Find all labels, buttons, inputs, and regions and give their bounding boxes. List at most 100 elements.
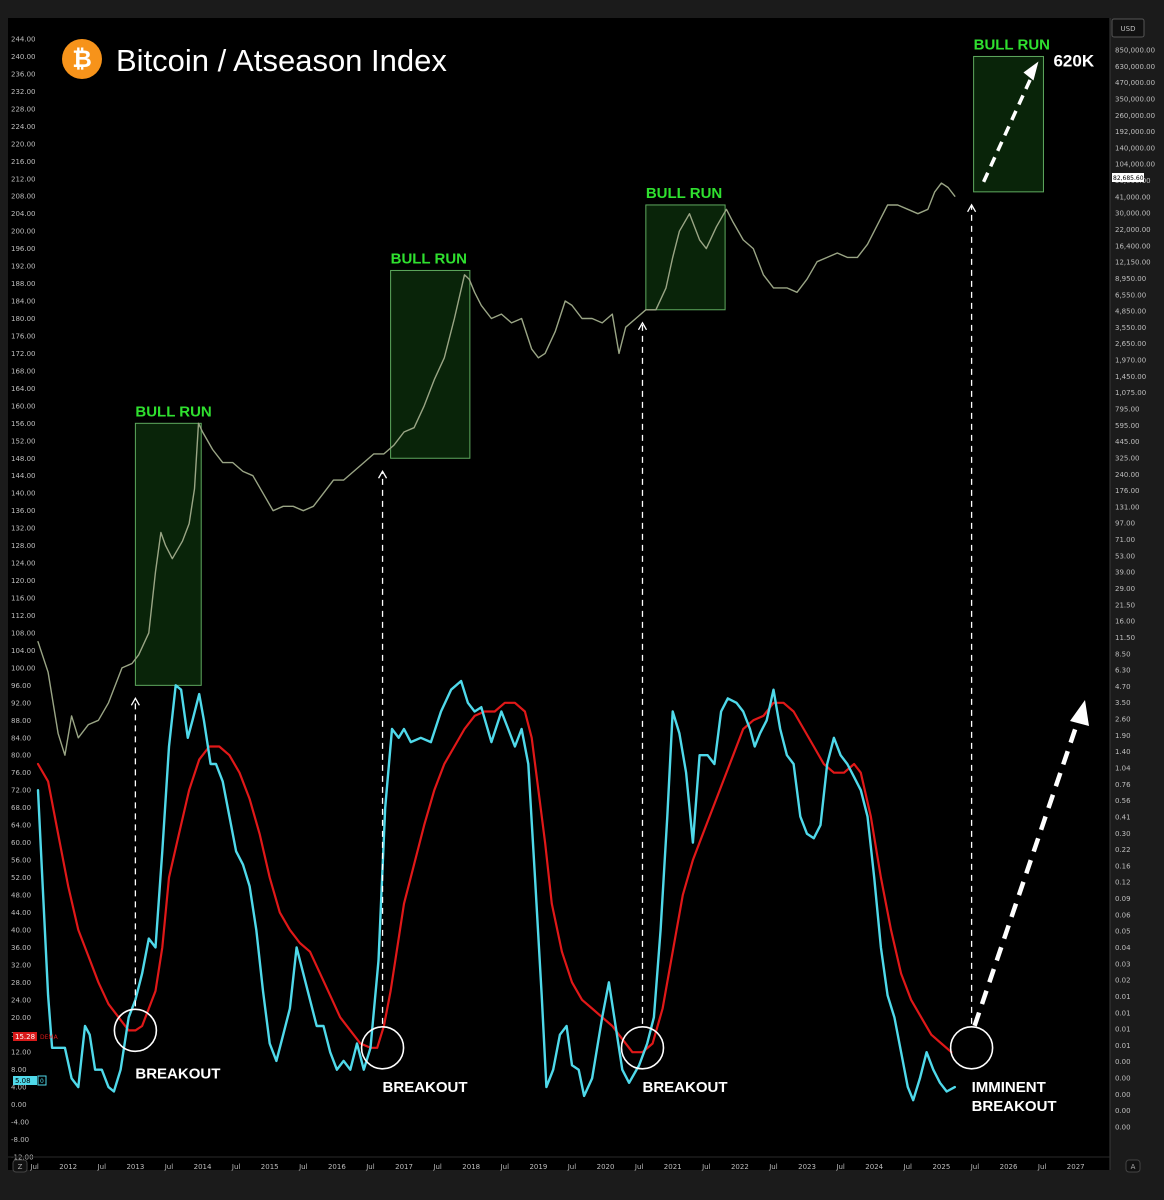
- time-axis-tick-label: Jul: [634, 1163, 644, 1171]
- right-axis-tick-label: 0.41: [1115, 813, 1131, 821]
- time-axis-tick-label: Jul: [164, 1163, 174, 1171]
- time-axis-tick-label: Jul: [835, 1163, 845, 1171]
- left-axis-tick-label: 132.00: [11, 525, 36, 533]
- right-axis-tick-label: 0.22: [1115, 846, 1131, 854]
- right-axis-tick-label: 16.00: [1115, 618, 1135, 626]
- right-axis-tick-label: 1.40: [1115, 748, 1131, 756]
- index-value-badge: [13, 1076, 37, 1085]
- left-axis-tick-label: 244.00: [11, 36, 36, 44]
- right-axis-tick-label: 4.70: [1115, 683, 1131, 691]
- left-axis-tick-label: 56.00: [11, 857, 31, 865]
- left-axis-tick-label: 180.00: [11, 315, 36, 323]
- left-axis-tick-label: 88.00: [11, 717, 31, 725]
- time-axis-tick-label: Jul: [903, 1163, 913, 1171]
- right-axis-tick-label: 0.01: [1115, 993, 1131, 1001]
- right-axis-tick-label: 22,000.00: [1115, 226, 1151, 234]
- left-axis-tick-label: 12.00: [11, 1049, 31, 1057]
- left-axis-tick-label: 148.00: [11, 455, 36, 463]
- bull-run-box: [645, 204, 726, 311]
- bitcoin-icon: [62, 39, 102, 79]
- atseason-index-line: [36, 679, 956, 1102]
- left-axis-tick-label: 32.00: [11, 961, 31, 969]
- left-axis-tick-label: 60.00: [11, 839, 31, 847]
- right-axis-tick-label: 3,550.00: [1115, 324, 1146, 332]
- right-axis-tick-label: 12,150.00: [1115, 259, 1151, 267]
- dema-name: DEMA: [40, 1034, 59, 1041]
- left-axis-tick-label: 4.00: [11, 1084, 27, 1092]
- breakout-arrow-head: [637, 321, 648, 331]
- series-lines: [36, 182, 956, 1102]
- right-axis-tick-label: 260,000.00: [1115, 112, 1155, 120]
- right-axis-tick-label: 850,000.00: [1115, 47, 1155, 55]
- right-axis-tick-label: 3.50: [1115, 699, 1131, 707]
- currency-label: USD: [1121, 25, 1136, 33]
- bull-run-label: BULL RUN: [646, 185, 722, 202]
- left-axis-tick-label: 8.00: [11, 1066, 27, 1074]
- right-axis-tick-label: 2,650.00: [1115, 340, 1146, 348]
- currency-button[interactable]: [1111, 18, 1145, 38]
- time-axis-tick-label: 2012: [59, 1163, 77, 1171]
- breakout-arrow-head: [967, 203, 977, 213]
- time-axis-tick-label: Jul: [231, 1163, 241, 1171]
- time-axis-tick-label: Jul: [701, 1163, 711, 1171]
- right-axis-tick-label: 21.50: [1115, 601, 1135, 609]
- left-axis-tick-label: 76.00: [11, 769, 31, 777]
- auto-scale-button-label: A: [1131, 1163, 1136, 1171]
- right-axis-tick-label: 0.01: [1115, 1026, 1131, 1034]
- right-axis-tick-label: 29.00: [1115, 585, 1135, 593]
- target-label: 620K: [1053, 51, 1094, 70]
- time-axis-tick-label: Jul: [970, 1163, 980, 1171]
- right-axis-tick-label: 350,000.00: [1115, 95, 1155, 103]
- right-axis-tick-label: 0.06: [1115, 911, 1131, 919]
- left-axis-tick-label: 196.00: [11, 245, 36, 253]
- time-axis-tick-label: 2023: [798, 1163, 816, 1171]
- left-axis-tick-label: 172.00: [11, 350, 36, 358]
- breakout-circle: [113, 1008, 158, 1053]
- left-axis-tick-label: 176.00: [11, 332, 36, 340]
- time-axis: Jul 2012 Jul 2013 Jul 2014 Jul 2015 Jul 2016 Jul 20…: [8, 1156, 1110, 1171]
- left-axis-tick-label: 80.00: [11, 752, 31, 760]
- left-axis-tick-label: 156.00: [11, 420, 36, 428]
- right-axis-tick-label: 131.00: [1115, 503, 1140, 511]
- breakout-arrow-head: [377, 469, 388, 479]
- right-axis-tick-label: 0.30: [1115, 830, 1131, 838]
- bull-run-boxes: [134, 55, 1044, 686]
- right-axis-tick-label: 41,000.00: [1115, 193, 1151, 201]
- right-axis-tick-label: 0.16: [1115, 862, 1131, 870]
- time-axis-tick-label: 2013: [126, 1163, 144, 1171]
- left-axis-tick-label: 64.00: [11, 822, 31, 830]
- left-axis-tick-label: 0.00: [11, 1101, 27, 1109]
- annotation-labels: BULL RUN BULL RUN BULL RUN BULL RUN BREAKOUT…: [135, 36, 1094, 1114]
- time-axis-tick-label: 2015: [261, 1163, 279, 1171]
- imminent-breakout-label-line2: BREAKOUT: [972, 1098, 1057, 1115]
- right-axis-tick-label: 2.60: [1115, 716, 1131, 724]
- zoom-button[interactable]: [12, 1159, 28, 1173]
- time-axis-tick-label: Jul: [768, 1163, 778, 1171]
- dema-value-badge: [13, 1032, 37, 1041]
- right-axis-tick-label: 795.00: [1115, 406, 1140, 414]
- right-axis-tick-label: 6,550.00: [1115, 291, 1146, 299]
- time-axis-tick-label: 2020: [597, 1163, 615, 1171]
- left-axis-tick-label: 212.00: [11, 175, 36, 183]
- left-axis-tick-label: 48.00: [11, 891, 31, 899]
- right-axis-tick-label: 0.01: [1115, 1042, 1131, 1050]
- auto-scale-button[interactable]: [1125, 1159, 1141, 1173]
- index-value: 5.08: [15, 1077, 31, 1085]
- left-axis-tick-label: 40.00: [11, 926, 31, 934]
- left-axis-tick-label: 100.00: [11, 664, 36, 672]
- right-axis-tick-label: 445.00: [1115, 438, 1140, 446]
- imminent-breakout-label-line1: IMMINENT: [972, 1079, 1046, 1096]
- time-axis-tick-label: 2014: [194, 1163, 212, 1171]
- right-axis-tick-label: 104,000.00: [1115, 161, 1155, 169]
- right-axis-tick-label: 53.00: [1115, 552, 1135, 560]
- left-axis-tick-label: 68.00: [11, 804, 31, 812]
- target-arrow-line: [982, 71, 1036, 183]
- last-price-badge: [1112, 173, 1144, 182]
- left-axis-tick-label: 92.00: [11, 699, 31, 707]
- time-axis-tick-label: Jul: [500, 1163, 510, 1171]
- left-axis-tick-label: -4.00: [11, 1119, 29, 1127]
- right-axis-tick-label: 6.30: [1115, 667, 1131, 675]
- left-axis-tick-label: 152.00: [11, 437, 36, 445]
- right-axis: 850,000.00 630,000.00 470,000.00 350,000.00…: [1109, 18, 1155, 1170]
